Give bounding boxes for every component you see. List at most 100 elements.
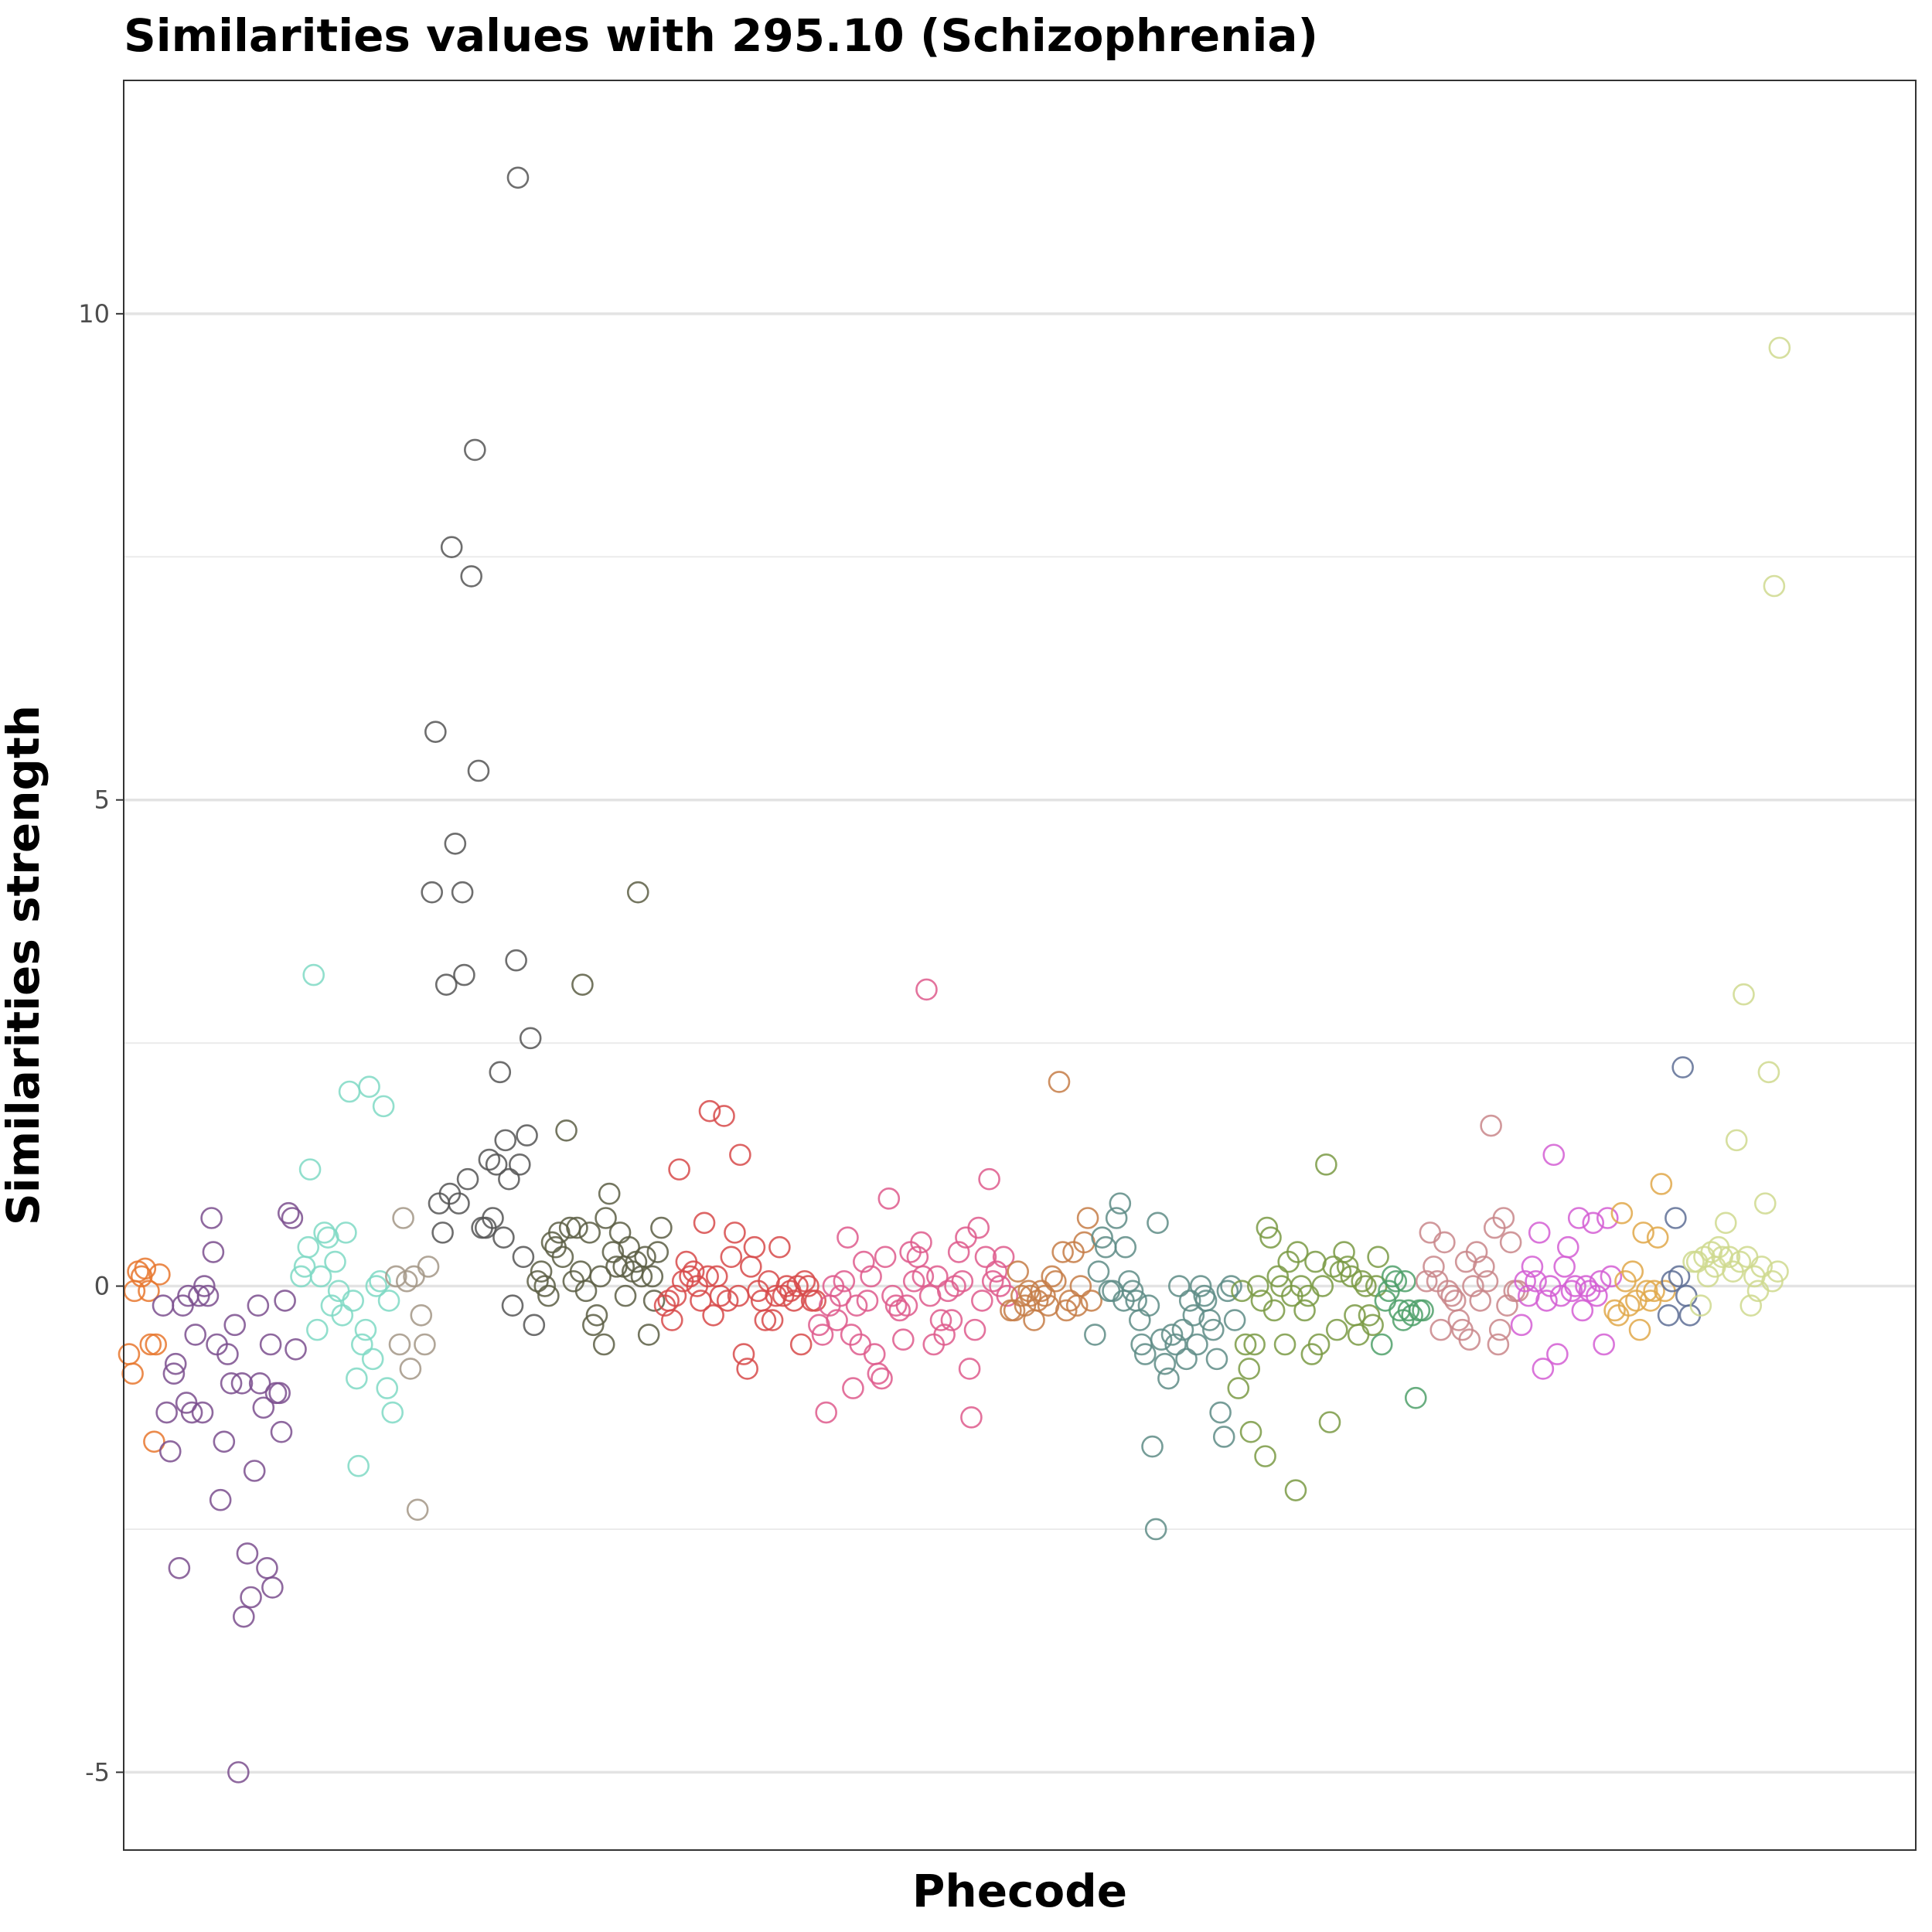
data-point [947, 1241, 970, 1263]
x-axis-title: Phecode [912, 1865, 1127, 1917]
data-point [1657, 1303, 1680, 1327]
data-point [646, 1241, 670, 1263]
data-point [230, 1372, 254, 1395]
data-point [440, 536, 463, 558]
data-point [385, 1265, 407, 1288]
data-point [1058, 1290, 1082, 1312]
data-point [761, 1309, 784, 1331]
data-point [1514, 1269, 1536, 1293]
data-point [372, 1095, 395, 1118]
data-point [1019, 1284, 1042, 1307]
data-point [460, 565, 482, 588]
data-point [1610, 1201, 1634, 1225]
data-point [664, 1284, 687, 1307]
data-point [1189, 1275, 1212, 1297]
data-point [526, 1269, 549, 1293]
data-point [1473, 1256, 1495, 1278]
data-point [392, 1207, 414, 1229]
data-point [134, 1257, 157, 1280]
data-point [121, 1362, 144, 1385]
data-point [406, 1498, 429, 1521]
data-point [884, 1294, 908, 1317]
data-point [168, 1556, 191, 1579]
data-point [702, 1303, 724, 1327]
data-point [216, 1343, 239, 1365]
data-point [139, 1333, 162, 1356]
data-point [533, 1275, 557, 1297]
data-point [1171, 1318, 1194, 1341]
data-point [451, 881, 474, 904]
data-point [494, 1129, 517, 1152]
data-point [410, 1303, 433, 1327]
data-point [589, 1265, 612, 1288]
data-point [354, 1318, 377, 1341]
data-point [1600, 1265, 1623, 1288]
data-point [236, 1542, 259, 1565]
data-point [1256, 1216, 1279, 1239]
data-point [202, 1241, 225, 1263]
data-point [1628, 1318, 1651, 1341]
data-point [877, 1187, 901, 1210]
data-point [978, 1167, 1000, 1191]
data-point [933, 1324, 956, 1346]
data-point [508, 1153, 531, 1176]
data-point [614, 1284, 637, 1307]
data-point [1646, 1226, 1669, 1249]
data-point [1488, 1318, 1511, 1341]
data-point [1182, 1303, 1205, 1327]
data-point [971, 1290, 993, 1312]
data-point [786, 1275, 809, 1297]
data-point [974, 1245, 997, 1269]
data-point [213, 1430, 236, 1453]
data-point [1532, 1358, 1555, 1380]
y-tick-label: 0 [94, 1272, 110, 1301]
data-point [1603, 1299, 1626, 1322]
plot-border [123, 80, 1917, 1851]
data-point [1528, 1222, 1551, 1244]
data-point [1007, 1260, 1029, 1283]
data-point [782, 1290, 806, 1312]
data-point [1636, 1279, 1658, 1303]
data-point [200, 1207, 223, 1229]
data-point [220, 1372, 243, 1395]
data-point [804, 1290, 827, 1312]
data-point [1714, 1211, 1737, 1235]
data-point [940, 1309, 963, 1331]
data-point [1671, 1056, 1694, 1078]
data-point [910, 1231, 932, 1254]
data-point [444, 832, 467, 855]
data-point [1055, 1299, 1078, 1322]
data-point [1351, 1269, 1374, 1293]
data-point [365, 1275, 388, 1297]
data-point [845, 1294, 868, 1317]
data-point [1105, 1207, 1128, 1229]
points-layer [118, 166, 1791, 1784]
data-point [1394, 1269, 1416, 1293]
data-point [1469, 1290, 1492, 1312]
data-point [724, 1222, 746, 1244]
data-point [626, 881, 649, 904]
data-point [1198, 1309, 1222, 1331]
data-point [650, 1216, 673, 1239]
data-point [1144, 1518, 1167, 1541]
data-point [682, 1260, 705, 1283]
data-point [1026, 1290, 1049, 1312]
data-point [754, 1309, 777, 1331]
data-point [1216, 1279, 1239, 1303]
data-point [1415, 1269, 1438, 1293]
data-point [1510, 1314, 1533, 1337]
data-point [530, 1260, 553, 1283]
data-point [915, 978, 938, 1001]
data-point [601, 1241, 625, 1263]
data-point [1354, 1275, 1377, 1297]
data-point [951, 1269, 974, 1293]
data-point [1212, 1426, 1235, 1448]
data-point [911, 1265, 935, 1288]
data-point [1567, 1207, 1590, 1229]
data-point [361, 1348, 384, 1371]
data-point [574, 1279, 598, 1303]
data-point [1480, 1114, 1502, 1137]
data-point [252, 1396, 275, 1419]
data-point [1209, 1401, 1232, 1424]
